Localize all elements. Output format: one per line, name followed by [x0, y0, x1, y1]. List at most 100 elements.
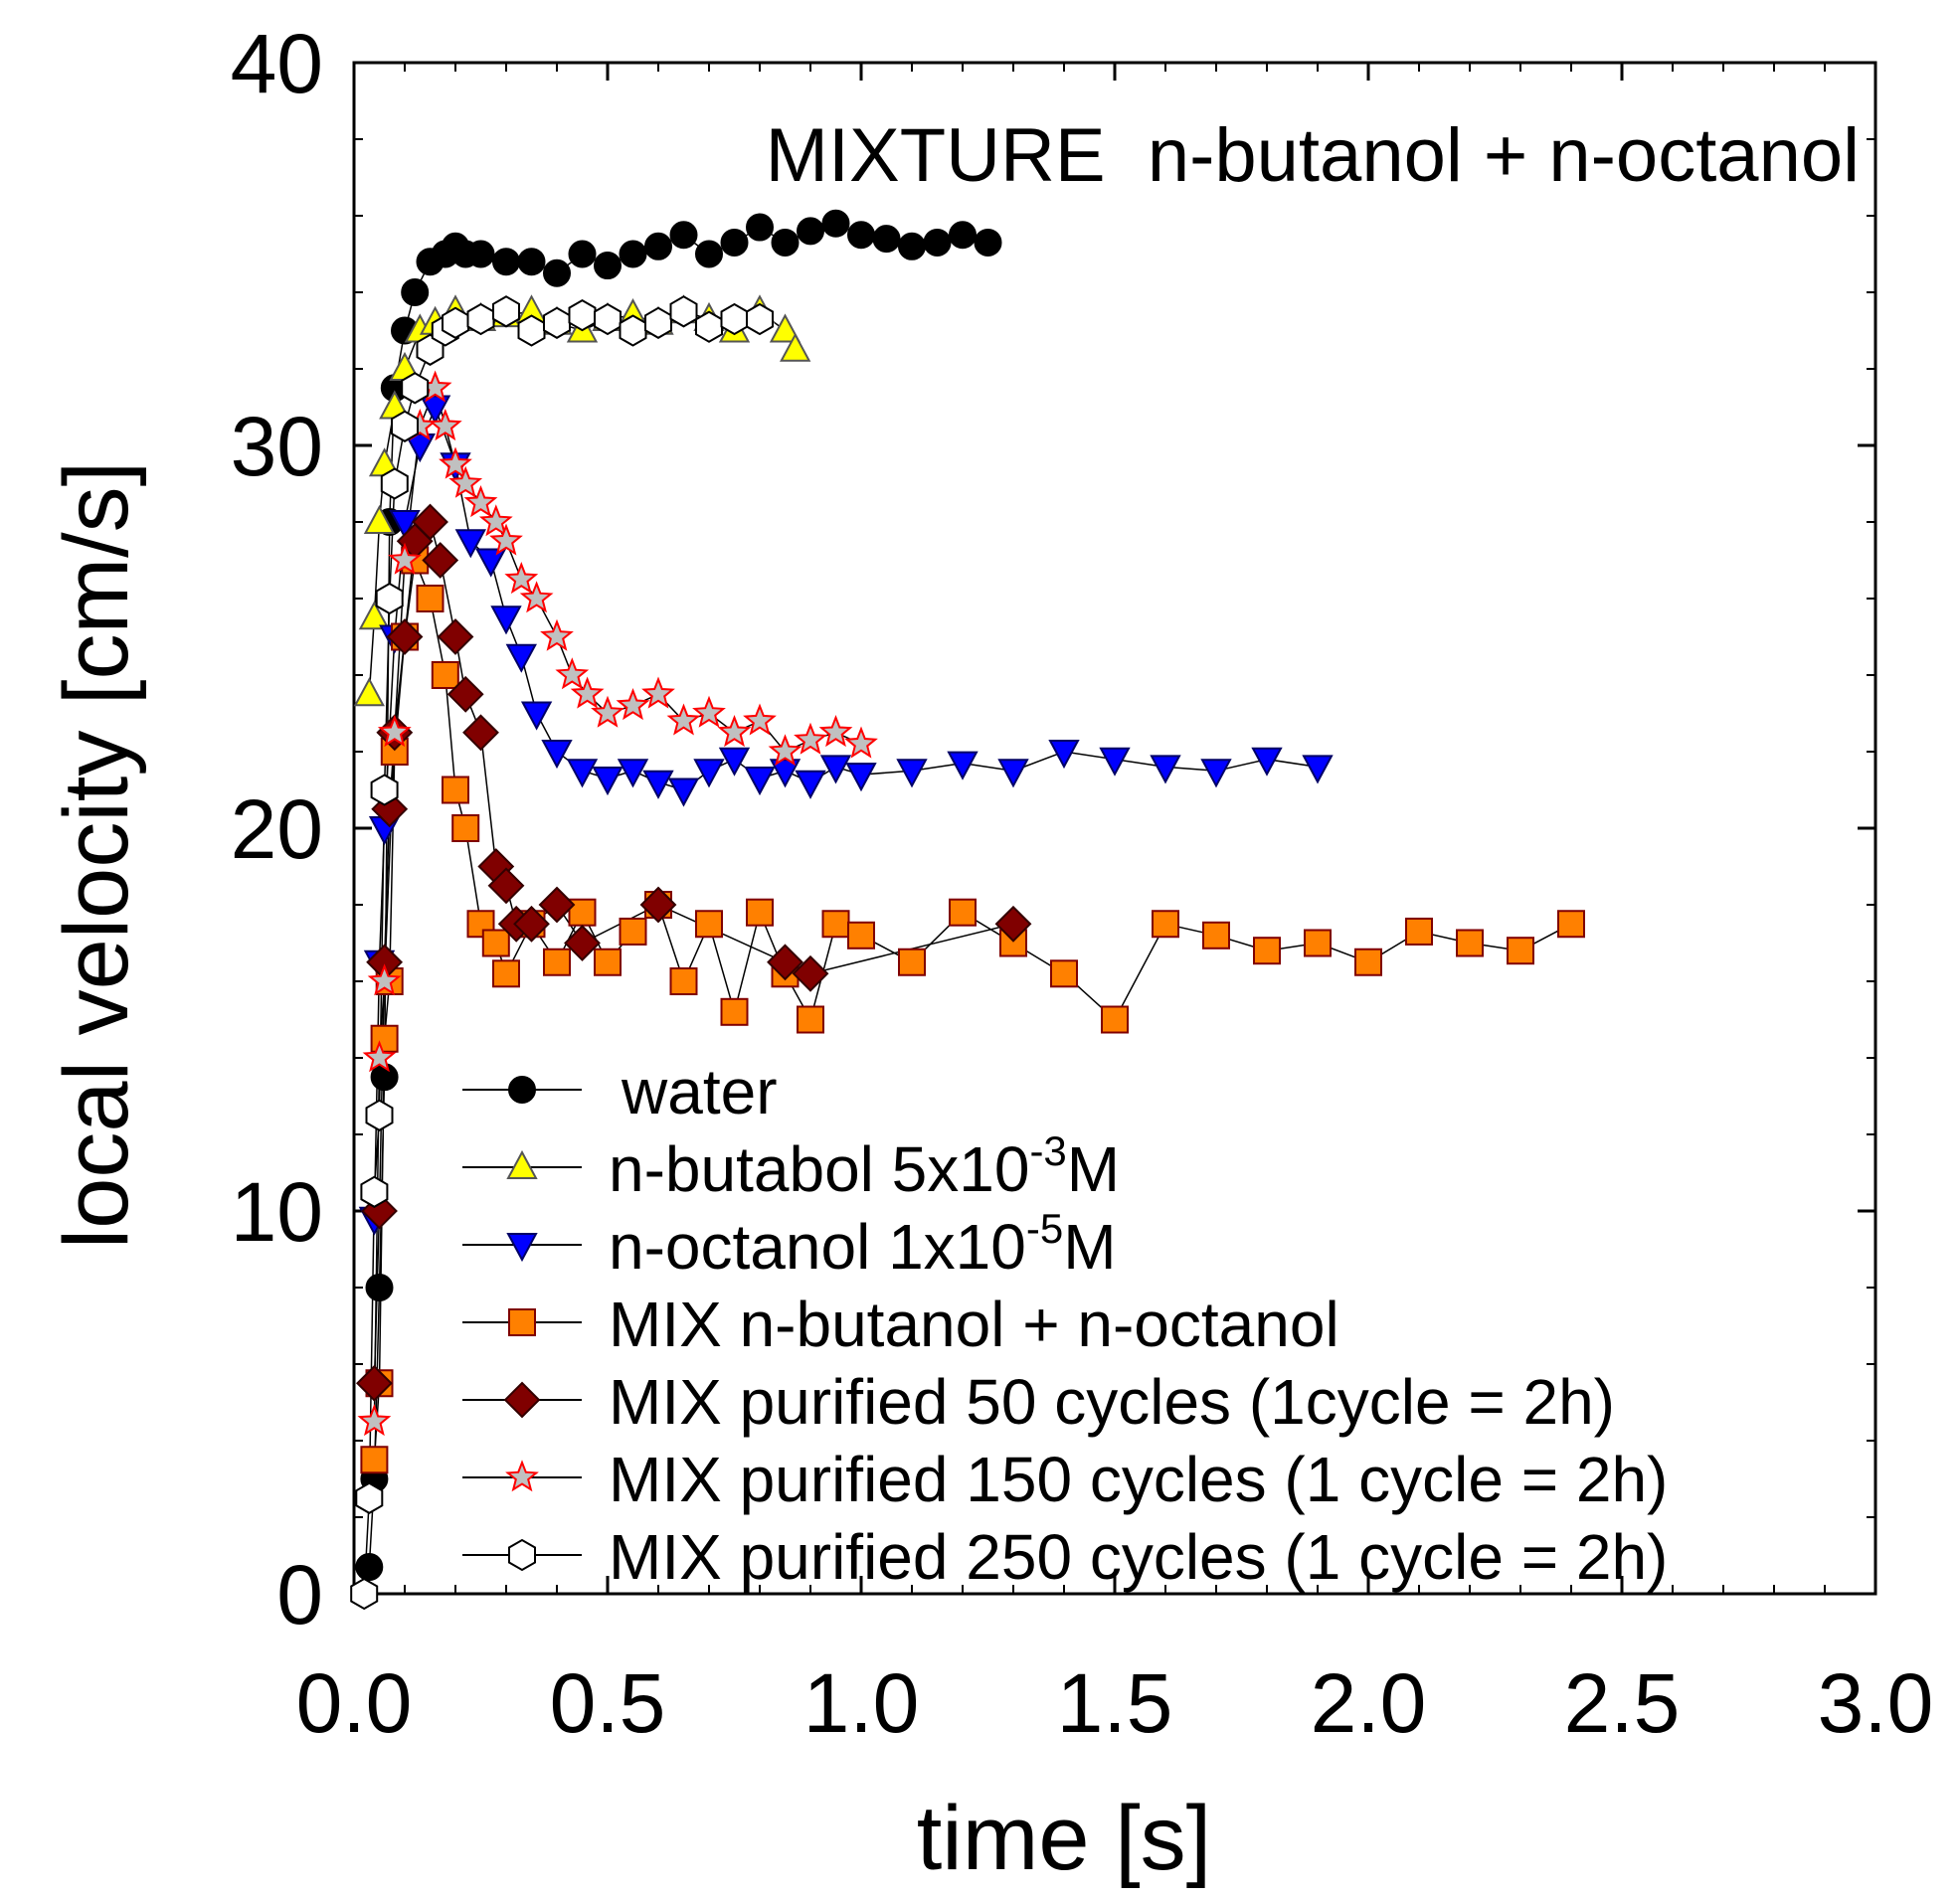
data-point: [847, 221, 875, 250]
plot-frame: [352, 61, 1877, 1596]
x-tick-label: 2.0: [1311, 1656, 1427, 1750]
data-point: [365, 1274, 394, 1301]
data-point: [997, 759, 1029, 788]
data-point: [489, 523, 523, 556]
data-point: [591, 695, 624, 728]
data-point: [797, 217, 824, 246]
data-point: [442, 776, 469, 804]
data-point: [821, 209, 850, 238]
data-point: [451, 814, 480, 842]
data-point: [974, 228, 1002, 257]
data-point: [669, 295, 698, 328]
legend-label: MIX purified 250 cycles (1 cycle = 2h): [609, 1521, 1668, 1593]
data-point: [695, 310, 723, 343]
legend-label: MIX purified 150 cycles (1 cycle = 2h): [609, 1444, 1668, 1515]
data-point: [718, 747, 751, 777]
data-point: [555, 657, 590, 690]
data-point: [1456, 929, 1484, 957]
data-point: [416, 585, 445, 612]
data-point: [592, 767, 624, 796]
data-point: [692, 695, 726, 728]
data-point: [437, 618, 474, 655]
data-point: [566, 759, 599, 788]
data-point: [1099, 747, 1131, 777]
data-point: [568, 298, 597, 332]
chart-title: MIXTURE n-butanol + n-octanol: [766, 113, 1860, 198]
data-point: [1152, 910, 1179, 939]
data-point: [1048, 740, 1080, 770]
data-point: [448, 465, 483, 498]
data-point: [520, 701, 553, 731]
data-point: [947, 751, 979, 780]
data-point: [847, 921, 875, 950]
data-point: [519, 581, 554, 613]
data-point: [845, 763, 877, 792]
data-point: [743, 703, 777, 736]
data-point: [717, 715, 752, 748]
data-point: [695, 910, 723, 939]
data-point: [401, 278, 430, 306]
data-point: [391, 410, 419, 442]
data-point: [1253, 937, 1281, 965]
data-point: [355, 1553, 384, 1582]
data-point: [1304, 929, 1332, 957]
legend-marker: [505, 1460, 539, 1492]
data-point: [666, 703, 701, 736]
data-point: [619, 917, 647, 946]
data-point: [1251, 747, 1283, 777]
data-point: [720, 228, 749, 257]
data-point: [431, 661, 459, 689]
data-point: [487, 867, 525, 905]
x-tick-label: 1.5: [1057, 1656, 1173, 1750]
data-point: [439, 446, 472, 479]
legend-marker: [508, 1076, 536, 1104]
y-axis-label: local velocity [cm/s]: [46, 461, 147, 1249]
data-point: [644, 306, 672, 339]
data-point: [370, 1024, 399, 1053]
data-point: [769, 313, 802, 343]
data-point: [404, 433, 436, 463]
data-point: [619, 314, 647, 347]
data-point: [538, 886, 576, 924]
series-5-points: [357, 370, 878, 1437]
data-point: [780, 332, 811, 362]
data-point: [792, 954, 829, 992]
data-point: [744, 767, 776, 796]
data-point: [898, 948, 926, 976]
data-point: [872, 225, 901, 254]
data-point: [695, 240, 723, 268]
legend-label: n-octanol 1x10-5M: [609, 1205, 1117, 1283]
data-point: [492, 295, 520, 328]
minor-ticks: [353, 62, 1876, 1595]
data-point: [619, 240, 647, 268]
data-point: [466, 240, 495, 268]
legend-entry: MIX purified 50 cycles (1cycle = 2h): [462, 1366, 1615, 1438]
data-point: [898, 232, 926, 260]
series-4-points: [355, 503, 1032, 1402]
data-point: [693, 759, 725, 788]
data-point: [389, 510, 421, 540]
legend-label: MIX n-butanol + n-octanol: [609, 1289, 1339, 1360]
data-point: [594, 948, 622, 976]
data-point: [746, 302, 774, 336]
data-point: [769, 759, 802, 788]
series-line-1: [368, 310, 797, 695]
data-point: [821, 910, 850, 939]
data-point: [641, 676, 675, 709]
data-point: [428, 409, 462, 441]
data-point: [517, 314, 546, 347]
data-point: [896, 759, 928, 788]
data-point: [419, 395, 451, 425]
data-point: [844, 726, 878, 759]
data-point: [504, 562, 539, 595]
data-point: [923, 228, 952, 257]
x-tick-label: 0.0: [296, 1656, 413, 1750]
x-tick-label: 1.0: [803, 1656, 920, 1750]
data-point: [594, 302, 622, 336]
data-point: [492, 959, 520, 988]
data-point: [570, 676, 605, 709]
data-point: [746, 898, 774, 927]
data-point: [540, 618, 574, 651]
